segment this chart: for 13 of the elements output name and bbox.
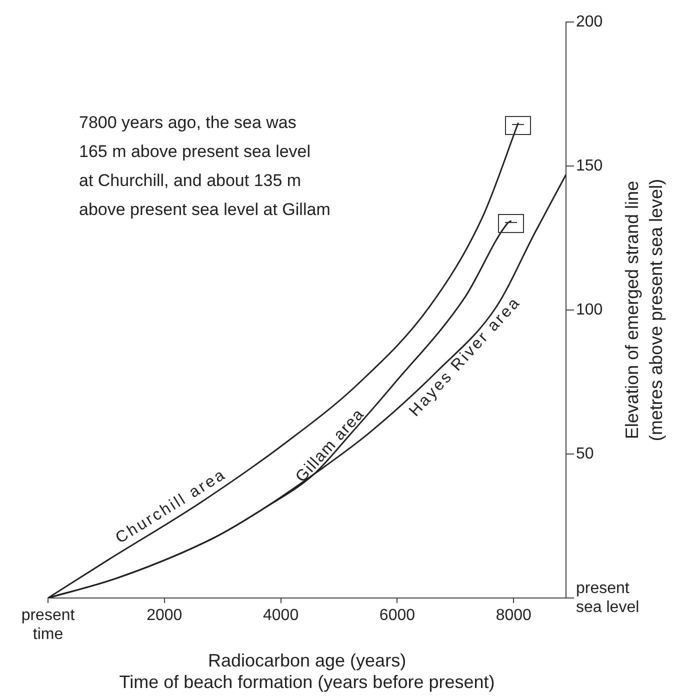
x-tick-label: present time: [21, 607, 76, 644]
y-tick-label: 150: [576, 157, 603, 174]
x-tick-label: 6000: [379, 607, 416, 624]
y-tick-label: present sea level: [576, 580, 640, 616]
x-axis-title: Radiocarbon age (years) Time of beach formation (years before present): [119, 650, 495, 692]
annotation: 7800 years ago, the sea was 165 m above present sea level at Churchill, and about 135 m above present sea level at Gillam: [79, 112, 330, 221]
x-tick-label: 4000: [263, 607, 299, 624]
y-tick-label: 200: [576, 13, 603, 30]
x-tick-label: 8000: [496, 607, 532, 624]
y-tick-label: 100: [576, 301, 603, 318]
x-tick-label: 2000: [146, 607, 182, 624]
y-axis-title: Elevation of emerged strand line (metres above present sea level): [622, 178, 666, 442]
y-tick-label: 50: [576, 445, 594, 462]
